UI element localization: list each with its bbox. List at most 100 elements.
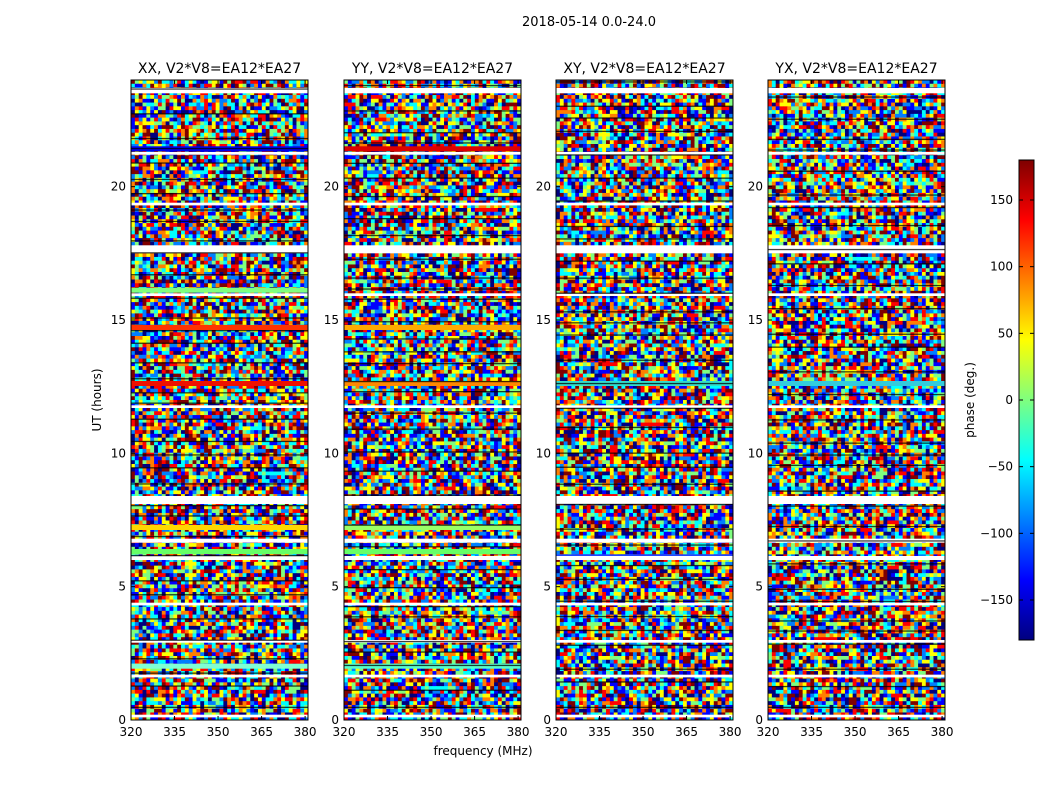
flagged-gap [556,496,733,504]
stripe-line [768,620,945,622]
colorbar-tick-label: −50 [988,460,1013,474]
x-tick-label: 350 [844,725,867,739]
flagged-gap [556,245,733,254]
stripe-line [131,193,308,195]
y-tick-label: 10 [536,446,551,460]
phase-heatmap [131,80,309,721]
panel-2: XY, V2*V8=EA12*EA27 320 335 350 365 380 0 5 10 15… [536,61,742,739]
colorbar-label: phase (deg.) [963,362,977,438]
stripe-line [344,234,521,237]
flagged-gap [131,152,308,155]
phase-band [131,663,308,669]
stripe-line [556,260,733,262]
stripe-line [131,467,308,469]
stripe-line [131,274,308,276]
stripe-line [556,322,733,324]
stripe-line [344,338,521,340]
flagged-gap [131,602,308,606]
stripe-line [344,258,521,260]
stripe-line [556,130,733,132]
stripe-line [344,616,521,618]
flagged-gap [344,674,521,678]
stripe-line [556,117,733,119]
stripe-line [556,105,733,107]
stripe-line [344,298,521,300]
stripe-line [344,428,521,430]
stripe-line [556,200,733,202]
stripe-line [131,402,308,404]
stripe-line [556,177,733,179]
flagged-gap [344,556,521,560]
flagged-gap [131,245,308,254]
stripe-line [556,238,733,240]
stripe-line [768,419,945,421]
stripe-line [131,362,308,364]
stripe-line [344,470,521,472]
stripe-line [131,342,308,344]
colorbar-tick-label: −100 [980,526,1013,540]
stripe-line [131,672,308,674]
stripe-line [556,629,733,632]
stripe-line [344,142,521,144]
stripe-line [131,392,308,394]
stripe-line [344,218,521,220]
stripe-line [768,371,945,373]
stripe-line [556,600,733,602]
phase-band [344,525,521,530]
stripe-line [768,248,945,251]
y-tick-label: 20 [111,180,126,194]
panel-title: YX, V2*V8=EA12*EA27 [774,61,937,77]
stripe-line [344,606,521,608]
flagged-gap [131,556,308,560]
stripe-line [556,359,733,361]
phase-band [344,325,521,330]
stripe-line [131,162,308,164]
stripe-line [131,113,308,115]
y-tick-label: 20 [536,180,551,194]
stripe-line [768,393,945,396]
stripe-line [556,466,733,468]
flagged-gap [131,538,308,543]
phase-band [131,549,308,554]
y-tick-label: 5 [331,580,339,594]
stripe-line [131,178,308,181]
stripe-line [131,147,308,150]
panel-title: XY, V2*V8=EA12*EA27 [563,61,725,77]
panel-frame [767,79,946,721]
x-tick-label: 335 [588,725,611,739]
phase-band [131,525,308,530]
stripe-line [768,170,945,172]
stripe-line [131,535,308,538]
x-tick-label: 365 [250,725,273,739]
stripe-line [556,483,733,485]
flagged-gap [344,293,521,296]
stripe-line [556,382,733,385]
flagged-gap [556,538,733,543]
stripe-line [768,588,945,590]
y-tick-label: 5 [755,580,763,594]
stripe-line [768,206,945,209]
stripe-line [131,297,308,299]
stripe-line [344,494,521,496]
stripe-line [344,640,521,643]
flagged-gap [556,556,733,560]
x-tick-label: 365 [887,725,910,739]
stripe-line [768,540,945,542]
stripe-line [344,351,521,353]
flagged-gap [131,405,308,408]
colorbar-tick-label: −150 [980,593,1013,607]
flagged-gap [768,152,945,155]
flagged-gap [344,152,521,155]
stripe-line [344,195,521,198]
phase-heatmap [768,80,946,721]
stripe-line [768,643,945,645]
stripe-line [768,346,945,348]
stripe-line [344,391,521,393]
stripe-line [556,544,733,546]
phase-band [344,381,521,386]
stripe-line [556,154,733,156]
phase-band [344,146,521,152]
stripe-line [344,569,521,571]
y-tick-label: 10 [748,446,763,460]
stripe-line [556,334,733,336]
